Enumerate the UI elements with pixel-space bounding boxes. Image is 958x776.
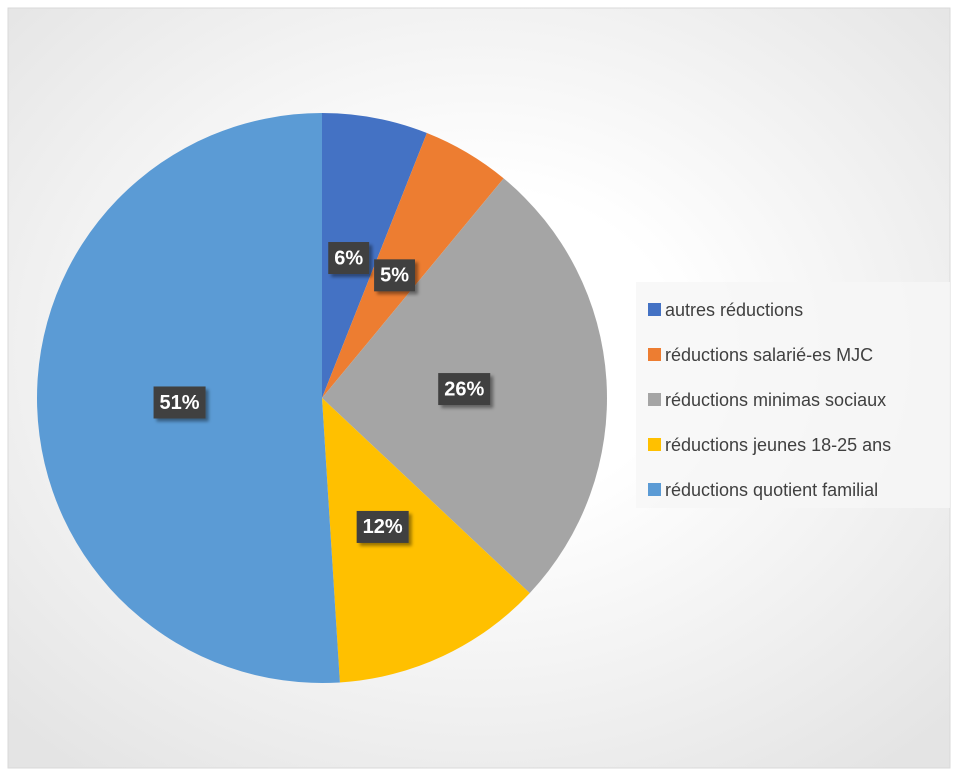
legend-label: réductions salarié-es MJC (665, 345, 873, 365)
legend-label: réductions quotient familial (665, 480, 878, 500)
data-label-text: 26% (444, 378, 484, 400)
legend-label: autres réductions (665, 300, 803, 320)
data-label-box (356, 510, 409, 543)
data-label-box (374, 259, 415, 292)
legend-swatch (648, 483, 661, 496)
data-label-text: 12% (363, 516, 403, 538)
legend-swatch (648, 393, 661, 406)
data-label: 6% (328, 242, 370, 275)
data-label-box (153, 386, 206, 419)
legend-swatch (648, 303, 661, 316)
data-label-box (438, 373, 491, 406)
legend-box (636, 282, 950, 508)
pie-slice (322, 113, 427, 398)
legend-label: réductions jeunes 18-25 ans (665, 435, 891, 455)
data-label: 12% (356, 510, 409, 543)
data-label-box (328, 242, 370, 275)
data-label-text: 51% (160, 392, 200, 414)
data-label-text: 5% (380, 265, 409, 287)
data-label: 5% (374, 259, 415, 292)
legend-swatch (648, 438, 661, 451)
pie-slice (322, 398, 530, 683)
legend-swatch (648, 348, 661, 361)
data-label: 26% (438, 373, 491, 406)
legend-label: réductions minimas sociaux (665, 390, 886, 410)
data-label: 51% (153, 386, 206, 419)
data-label-text: 6% (334, 247, 363, 269)
